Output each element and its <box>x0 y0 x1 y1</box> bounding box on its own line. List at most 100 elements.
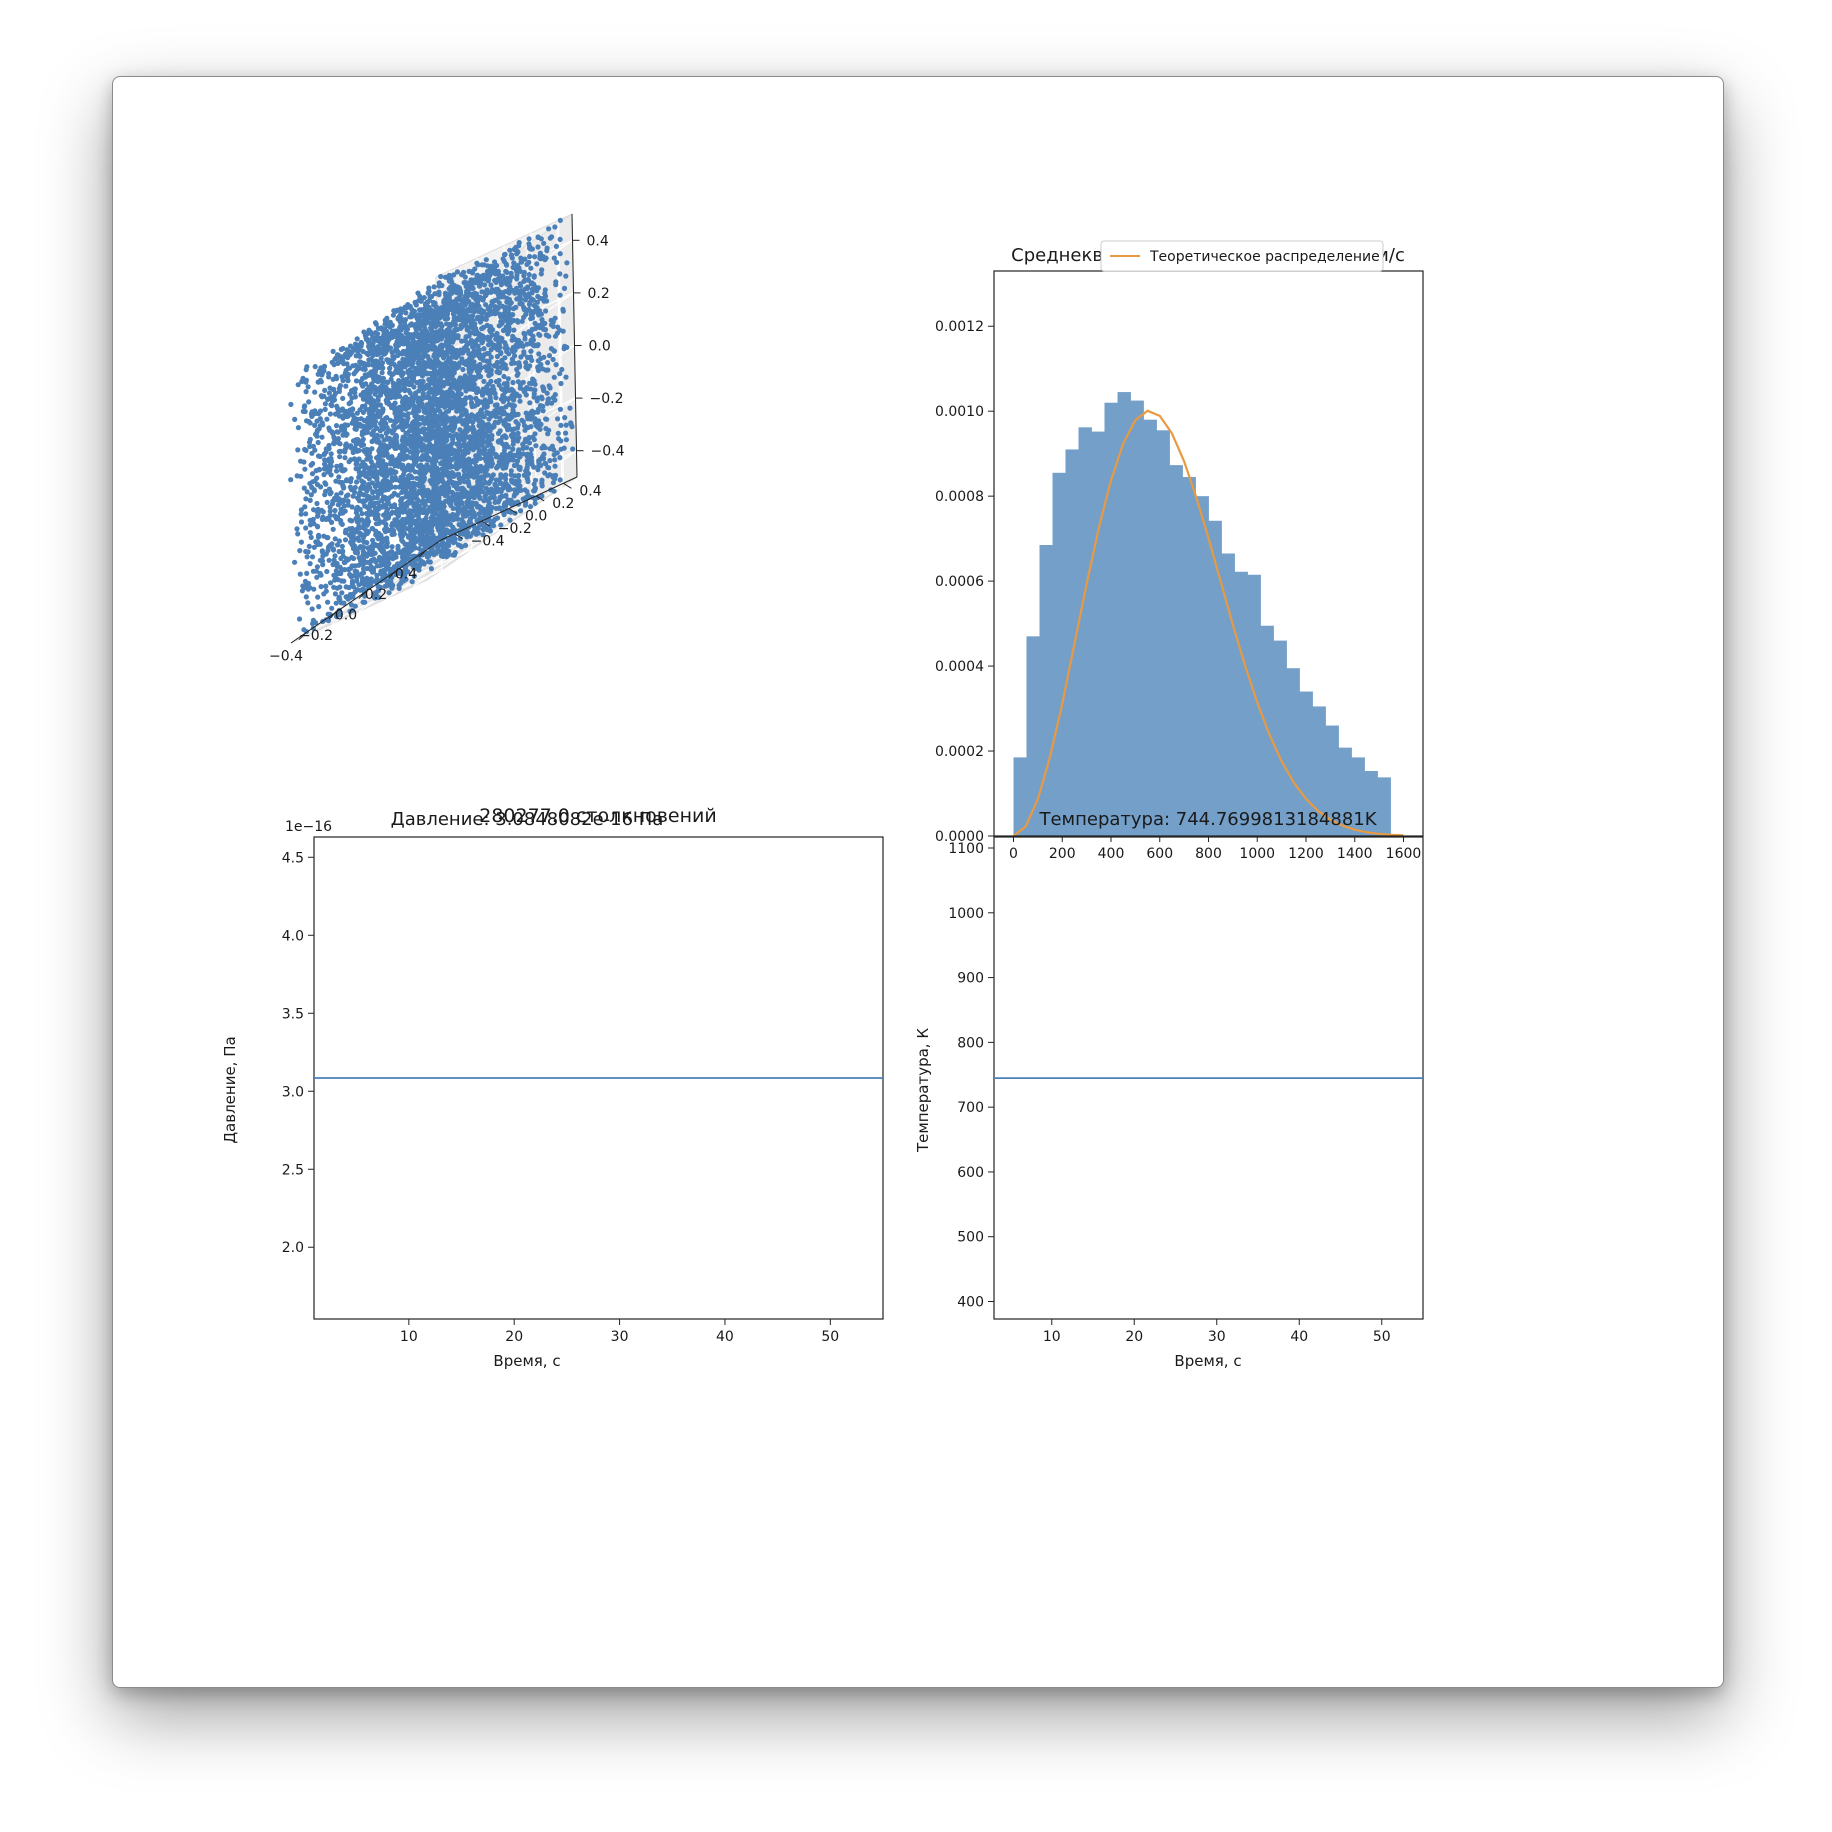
scatter-point <box>545 431 551 437</box>
scatter-point <box>295 425 301 431</box>
scatter-point <box>440 427 446 433</box>
scatter-point <box>464 340 471 346</box>
scatter-point <box>386 590 392 596</box>
scatter-point <box>374 577 380 583</box>
scatter-point <box>553 362 559 368</box>
scatter-point <box>516 337 522 344</box>
scatter-point <box>314 482 321 488</box>
scatter-point <box>557 236 563 242</box>
scatter-point <box>396 582 402 588</box>
scatter-point <box>441 468 447 474</box>
scatter-point <box>431 391 437 397</box>
scatter-point <box>369 381 375 387</box>
scatter-point <box>379 370 385 376</box>
scatter-point <box>326 371 332 377</box>
scatter-point <box>309 484 315 490</box>
scatter-point <box>416 564 422 570</box>
scatter-point <box>423 437 429 443</box>
scatter-point <box>357 544 364 550</box>
scatter-point <box>514 462 520 468</box>
scatter-point <box>483 455 489 461</box>
scatter-point <box>532 381 538 387</box>
scatter-point <box>305 600 311 606</box>
scatter-point <box>445 397 451 403</box>
scatter-point <box>402 364 408 370</box>
scatter-point <box>412 300 419 306</box>
scatter-point <box>302 578 308 584</box>
scatter-point <box>324 499 330 505</box>
scatter-point <box>475 314 481 320</box>
scatter-point <box>355 440 361 446</box>
scatter-point <box>315 524 321 530</box>
scatter-point <box>325 599 331 605</box>
scatter-point <box>508 468 514 474</box>
scatter-point <box>551 488 557 494</box>
scatter-point <box>444 380 451 387</box>
scatter-point <box>452 549 458 556</box>
scatter-point <box>403 423 409 429</box>
scatter-point <box>466 519 472 525</box>
scatter-point <box>426 288 432 294</box>
scatter-point <box>300 375 306 381</box>
scatter-point <box>382 475 388 481</box>
scatter-point <box>491 523 497 529</box>
scatter-point <box>337 454 343 460</box>
scatter-point <box>487 335 493 341</box>
scatter-point <box>330 526 336 532</box>
scatter-point <box>344 347 350 353</box>
scatter-point <box>547 235 553 241</box>
scatter-point <box>448 502 454 508</box>
scatter-point <box>563 437 569 443</box>
scatter-point <box>531 464 537 470</box>
scatter-point <box>329 605 335 611</box>
scatter-point <box>503 366 509 372</box>
scatter-point <box>359 340 365 347</box>
scatter-point <box>355 520 361 526</box>
scatter-point <box>343 584 349 590</box>
scatter-point <box>428 566 434 572</box>
scatter-point <box>351 417 357 423</box>
scatter-point <box>543 426 549 432</box>
scatter-point <box>309 471 316 477</box>
scatter-point <box>459 338 465 344</box>
scatter-point <box>364 540 370 546</box>
scatter-point <box>336 474 342 480</box>
scatter-point <box>510 333 516 339</box>
scatter-point <box>348 443 354 449</box>
scatter-point <box>546 226 552 232</box>
scatter-point <box>409 475 415 481</box>
scatter-point <box>375 491 382 497</box>
scatter-point <box>536 331 542 337</box>
scatter-point <box>408 455 414 461</box>
scatter-point <box>416 369 422 375</box>
scatter-point <box>331 393 337 399</box>
scatter-point <box>339 543 345 549</box>
scatter-point <box>318 584 324 590</box>
scatter-point <box>541 240 547 246</box>
scatter-point <box>445 341 452 347</box>
scatter-point <box>528 446 534 453</box>
scatter-point <box>333 423 340 429</box>
scatter-point <box>480 310 486 316</box>
grid-line <box>437 292 574 357</box>
scatter-point <box>524 445 530 451</box>
scatter-point <box>555 324 561 330</box>
scatter-point <box>570 446 576 452</box>
scatter-point <box>388 459 394 465</box>
scatter-point <box>515 319 521 325</box>
scatter-point <box>503 262 510 268</box>
scatter-point <box>557 217 563 223</box>
scatter-point <box>452 322 458 328</box>
scatter-point <box>395 349 401 355</box>
scatter-point <box>560 308 566 314</box>
scatter-point <box>557 406 563 412</box>
scatter-point <box>436 336 442 343</box>
scatter-point <box>324 416 330 422</box>
scatter-point <box>370 334 376 340</box>
scatter-point <box>414 537 420 544</box>
scatter-point <box>516 435 522 441</box>
scatter-point <box>481 262 487 268</box>
scatter-point <box>325 535 331 541</box>
scatter-point <box>508 270 514 276</box>
scatter-point <box>524 489 530 495</box>
